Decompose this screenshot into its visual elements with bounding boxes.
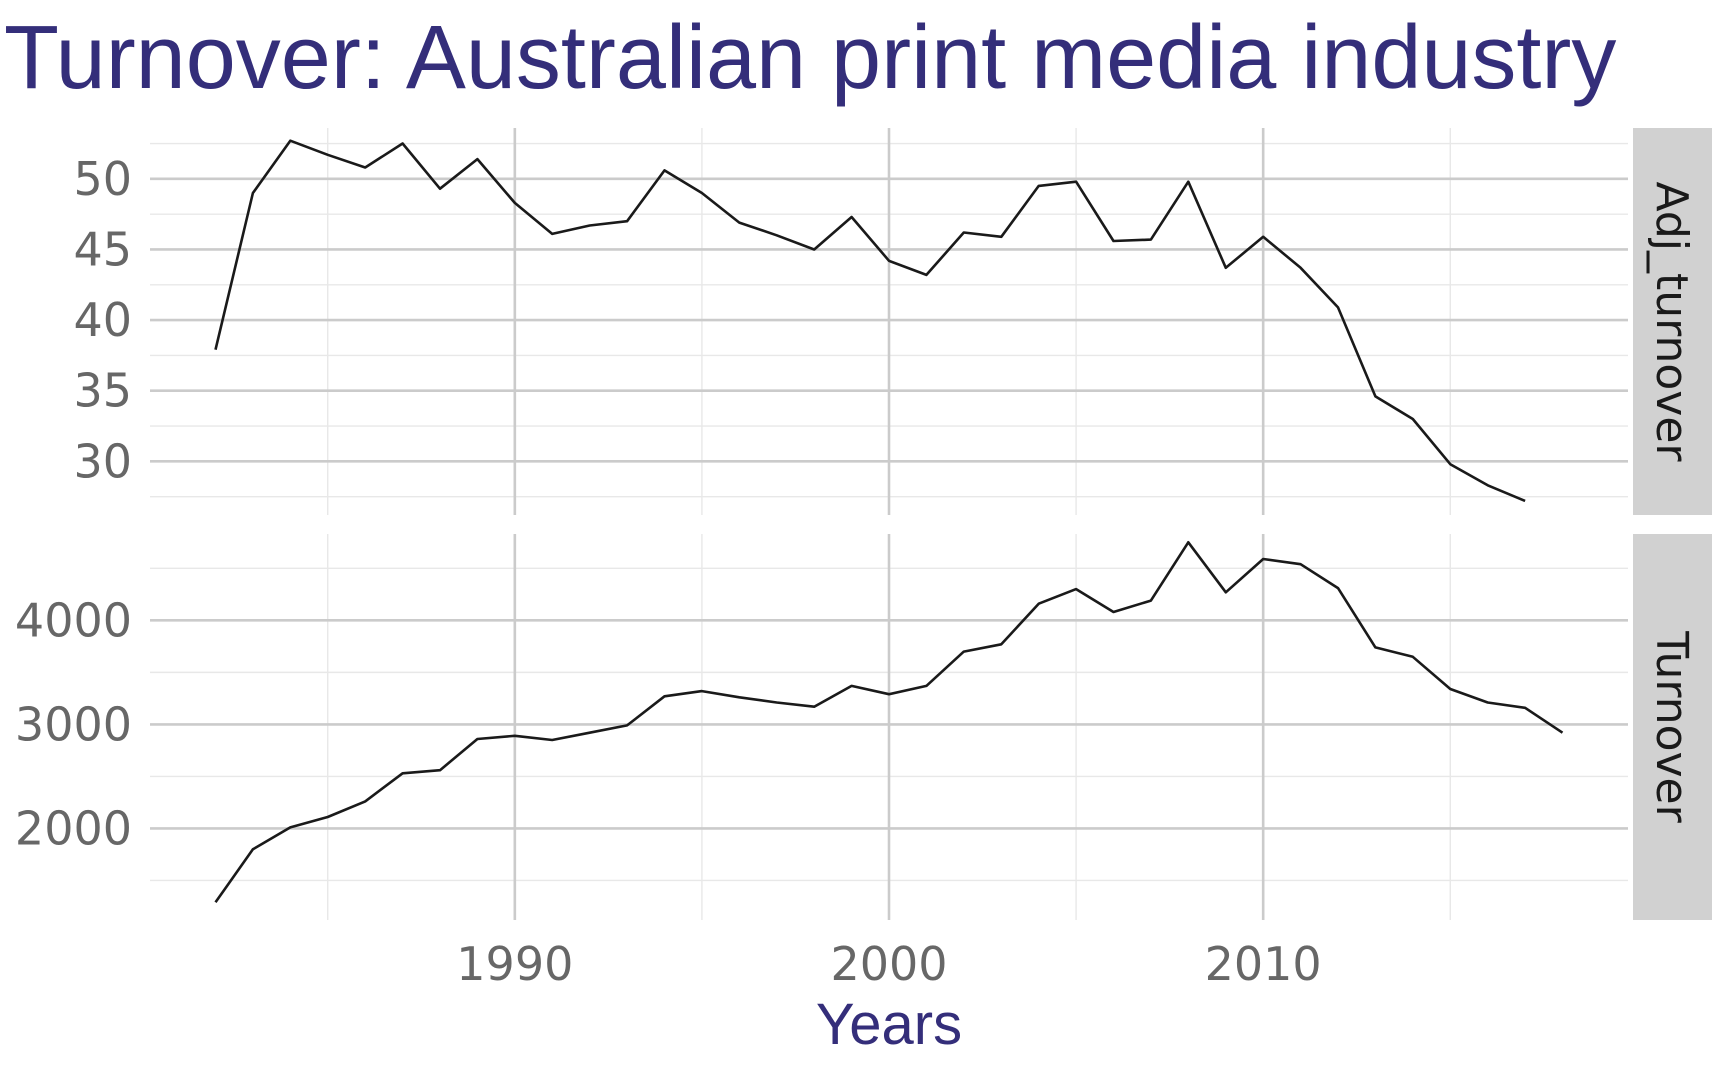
strip-adj-turnover <box>1633 128 1712 515</box>
panel-turnover: 2000 3000 4000 Turnover <box>15 534 1712 920</box>
y-tick-label: 40 <box>73 293 132 347</box>
x-axis-ticks: 1990 2000 2010 <box>456 937 1321 991</box>
strip-turnover <box>1633 534 1712 920</box>
panel-turnover-y-ticks: 2000 3000 4000 <box>15 593 132 855</box>
x-tick-label: 2000 <box>830 937 947 991</box>
y-tick-label: 30 <box>73 434 132 488</box>
x-axis-title: Years <box>816 992 962 1057</box>
y-tick-label: 45 <box>73 222 132 276</box>
y-tick-label: 4000 <box>15 593 132 647</box>
series-line-adj-turnover <box>214 139 1526 503</box>
y-tick-label: 3000 <box>15 697 132 751</box>
strip-label-adj-turnover: Adj_turnover <box>1646 182 1697 463</box>
panel-adj-turnover: 30 35 40 45 50 Adj_turnover <box>73 128 1712 515</box>
chart-title: Turnover: Australian print media industr… <box>4 8 1616 108</box>
x-tick-label: 2010 <box>1205 937 1322 991</box>
y-tick-label: 50 <box>73 152 132 206</box>
y-tick-label: 35 <box>73 364 132 418</box>
strip-label-turnover: Turnover <box>1646 630 1697 823</box>
x-tick-label: 1990 <box>456 937 573 991</box>
panel-adj-turnover-y-ticks: 30 35 40 45 50 <box>73 152 132 488</box>
panel-adj-turnover-grid <box>150 128 1628 515</box>
y-tick-label: 2000 <box>15 801 132 855</box>
panel-turnover-grid <box>150 534 1628 920</box>
series-line-turnover <box>214 541 1564 904</box>
